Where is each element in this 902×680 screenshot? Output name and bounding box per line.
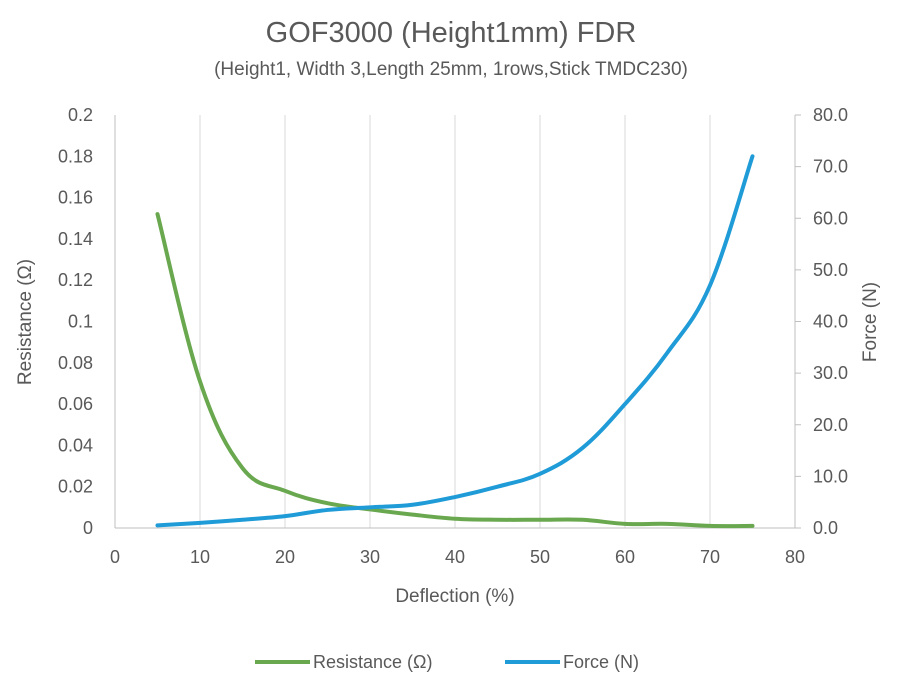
y-tick-label: 0.06 (58, 394, 93, 414)
legend-item-resistance: Resistance (Ω) (255, 652, 433, 672)
series-line-resistance (155, 212, 755, 529)
series-layer (155, 154, 755, 529)
y-tick-label: 0.04 (58, 435, 93, 455)
y-axis-title: Resistance (Ω) (15, 259, 36, 385)
y-tick-label: 0.16 (58, 188, 93, 208)
x-axis-title: Deflection (%) (395, 586, 514, 607)
chart-title: GOF3000 (Height1mm) FDR (266, 17, 637, 49)
y2-tick-label: 80.0 (813, 105, 848, 125)
x-tick-label: 30 (360, 547, 380, 567)
y2-tick-label: 70.0 (813, 157, 848, 177)
y2-tick-label: 50.0 (813, 260, 848, 280)
legend-label-resistance: Resistance (Ω) (313, 652, 433, 672)
x-tick-label: 70 (700, 547, 720, 567)
y2-tick-label: 10.0 (813, 466, 848, 486)
x-tick-label: 0 (110, 547, 120, 567)
tick-labels: 0 10 20 30 40 50 60 70 80 0 0.02 0.04 0.06 0.08 0.1 0.1… (58, 105, 848, 567)
x-tick-label: 80 (785, 547, 805, 567)
legend: Resistance (Ω) Force (N) (255, 652, 639, 672)
y-tick-label: 0.1 (68, 312, 93, 332)
y-tick-label: 0.02 (58, 477, 93, 497)
y2-tick-label: 20.0 (813, 415, 848, 435)
axes (114, 114, 801, 529)
series-line-force (155, 154, 755, 528)
y-tick-label: 0 (83, 518, 93, 538)
x-tick-label: 40 (445, 547, 465, 567)
y-tick-label: 0.08 (58, 353, 93, 373)
x-tick-label: 20 (275, 547, 295, 567)
y-tick-label: 0.18 (58, 146, 93, 166)
chart-subtitle: (Height1, Width 3,Length 25mm, 1rows,Sti… (214, 59, 688, 80)
grid-lines (199, 115, 711, 528)
y-tick-label: 0.2 (68, 105, 93, 125)
x-tick-label: 10 (190, 547, 210, 567)
x-tick-label: 50 (530, 547, 550, 567)
y2-tick-label: 40.0 (813, 312, 848, 332)
legend-item-force: Force (N) (505, 652, 639, 672)
y-tick-label: 0.12 (58, 270, 93, 290)
legend-label-force: Force (N) (563, 652, 639, 672)
y-tick-label: 0.14 (58, 229, 93, 249)
y2-tick-label: 60.0 (813, 208, 848, 228)
y2-axis-title: Force (N) (860, 282, 881, 362)
x-tick-label: 60 (615, 547, 635, 567)
y2-tick-label: 30.0 (813, 363, 848, 383)
y2-tick-label: 0.0 (813, 518, 838, 538)
